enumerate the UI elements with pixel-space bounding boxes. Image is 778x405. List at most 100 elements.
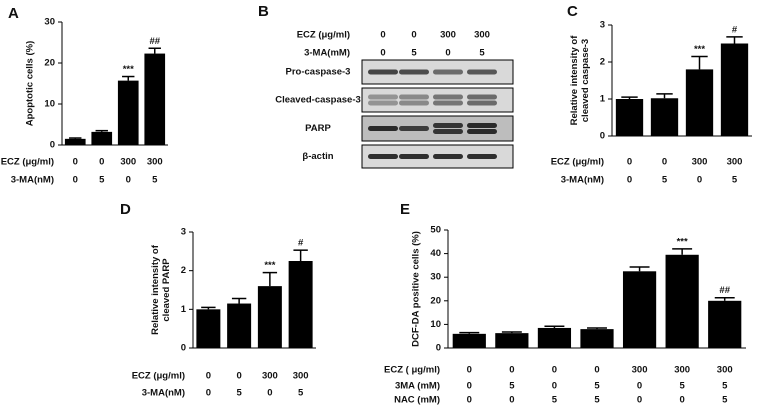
- blot-band: [368, 69, 398, 75]
- y-axis-label: Apoptotic cells (%): [25, 41, 36, 127]
- blot-background: [361, 87, 514, 113]
- blot-row-label: PARP: [305, 123, 331, 134]
- bar: [91, 131, 113, 145]
- condition-value: 0: [267, 388, 272, 399]
- y-tick-label: 2: [181, 265, 186, 276]
- bar: [64, 138, 86, 145]
- significance-label: ##: [719, 285, 730, 296]
- condition-value: 5: [594, 381, 600, 392]
- condition-value: 5: [732, 175, 738, 186]
- bar: [720, 43, 749, 136]
- blot-band: [368, 154, 398, 159]
- y-tick-label: 0: [436, 343, 441, 354]
- blot-band: [433, 100, 463, 106]
- condition-value: 5: [509, 381, 515, 392]
- y-tick-label: 30: [44, 17, 55, 28]
- condition-value: 0: [509, 395, 514, 405]
- significance-label: #: [298, 238, 304, 249]
- condition-value: 0: [467, 381, 472, 392]
- blot-row-label: Pro-caspase-3: [286, 67, 351, 78]
- condition-value: 300: [474, 30, 490, 41]
- condition-value: 300: [120, 157, 136, 168]
- condition-value: 0: [411, 30, 416, 41]
- condition-value: 300: [293, 371, 309, 382]
- condition-value: 0: [552, 365, 557, 376]
- panel-letter: C: [567, 3, 578, 20]
- blot-band: [467, 129, 497, 134]
- condition-value: 5: [236, 388, 242, 399]
- bar: [495, 333, 529, 348]
- condition-value: 0: [126, 175, 131, 186]
- condition-value: 0: [662, 157, 667, 168]
- y-tick-label: 20: [44, 58, 55, 69]
- condition-value: 300: [440, 30, 456, 41]
- bar: [144, 53, 166, 145]
- condition-value: 5: [722, 395, 728, 405]
- blot-band: [433, 94, 463, 100]
- blot-band: [368, 94, 398, 100]
- condition-label: 3-MA(mM): [304, 48, 350, 59]
- condition-value: 0: [627, 175, 632, 186]
- panel-letter: E: [400, 201, 410, 218]
- condition-value: 5: [552, 395, 558, 405]
- y-tick-label: 0: [181, 343, 186, 354]
- y-tick-label: 0: [600, 131, 605, 142]
- blot-band: [399, 94, 429, 100]
- blot-band: [433, 154, 463, 159]
- y-tick-label: 2: [600, 57, 605, 68]
- panel-letter: A: [8, 5, 19, 22]
- condition-label: NAC (mM): [394, 395, 440, 405]
- blot-row-label: β-actin: [302, 151, 333, 162]
- condition-value: 5: [298, 388, 304, 399]
- condition-value: 0: [236, 371, 241, 382]
- condition-value: 0: [637, 381, 642, 392]
- condition-value: 0: [637, 395, 642, 405]
- y-tick-label: 3: [181, 227, 186, 238]
- y-axis-label: Relative intensity of: [569, 35, 580, 126]
- condition-value: 0: [206, 388, 211, 399]
- blot-band: [467, 94, 497, 100]
- condition-label: ECZ (μg/ml): [132, 371, 185, 382]
- condition-value: 300: [147, 157, 163, 168]
- bar: [615, 99, 644, 136]
- condition-value: 5: [152, 175, 158, 186]
- blot-band: [433, 69, 463, 75]
- condition-label: ECZ (μg/ml): [1, 157, 54, 168]
- bar: [665, 254, 699, 348]
- blot-band: [399, 100, 429, 106]
- condition-value: 5: [662, 175, 668, 186]
- blot-band: [467, 69, 497, 75]
- panel-letter: B: [258, 3, 269, 20]
- bar: [288, 261, 313, 348]
- condition-value: 300: [727, 157, 743, 168]
- bar: [452, 333, 486, 348]
- significance-label: ***: [677, 236, 688, 247]
- y-tick-label: 30: [430, 272, 441, 283]
- bar: [580, 329, 614, 348]
- condition-value: 5: [722, 381, 728, 392]
- condition-value: 0: [73, 157, 78, 168]
- y-axis-label: cleaved PARP: [161, 258, 172, 322]
- bar: [537, 327, 572, 348]
- y-axis-label: DCF-DA positive cells (%): [411, 231, 422, 347]
- panel-letter: D: [120, 201, 131, 218]
- y-tick-label: 0: [50, 140, 55, 151]
- significance-label: ##: [149, 36, 160, 47]
- blot-band: [433, 129, 463, 134]
- condition-value: 0: [679, 395, 684, 405]
- bar: [196, 309, 221, 348]
- condition-label: ECZ ( μg/ml): [384, 365, 440, 376]
- bar: [227, 303, 252, 348]
- y-tick-label: 3: [600, 20, 605, 31]
- blot-band: [433, 123, 463, 128]
- condition-value: 5: [99, 175, 105, 186]
- blot-band: [399, 154, 429, 159]
- bar: [257, 286, 282, 348]
- condition-label: ECZ (μg/ml): [297, 30, 350, 41]
- condition-value: 300: [674, 365, 690, 376]
- y-tick-label: 40: [430, 248, 441, 259]
- y-tick-label: 1: [181, 304, 187, 315]
- condition-value: 0: [552, 381, 557, 392]
- condition-value: 300: [692, 157, 708, 168]
